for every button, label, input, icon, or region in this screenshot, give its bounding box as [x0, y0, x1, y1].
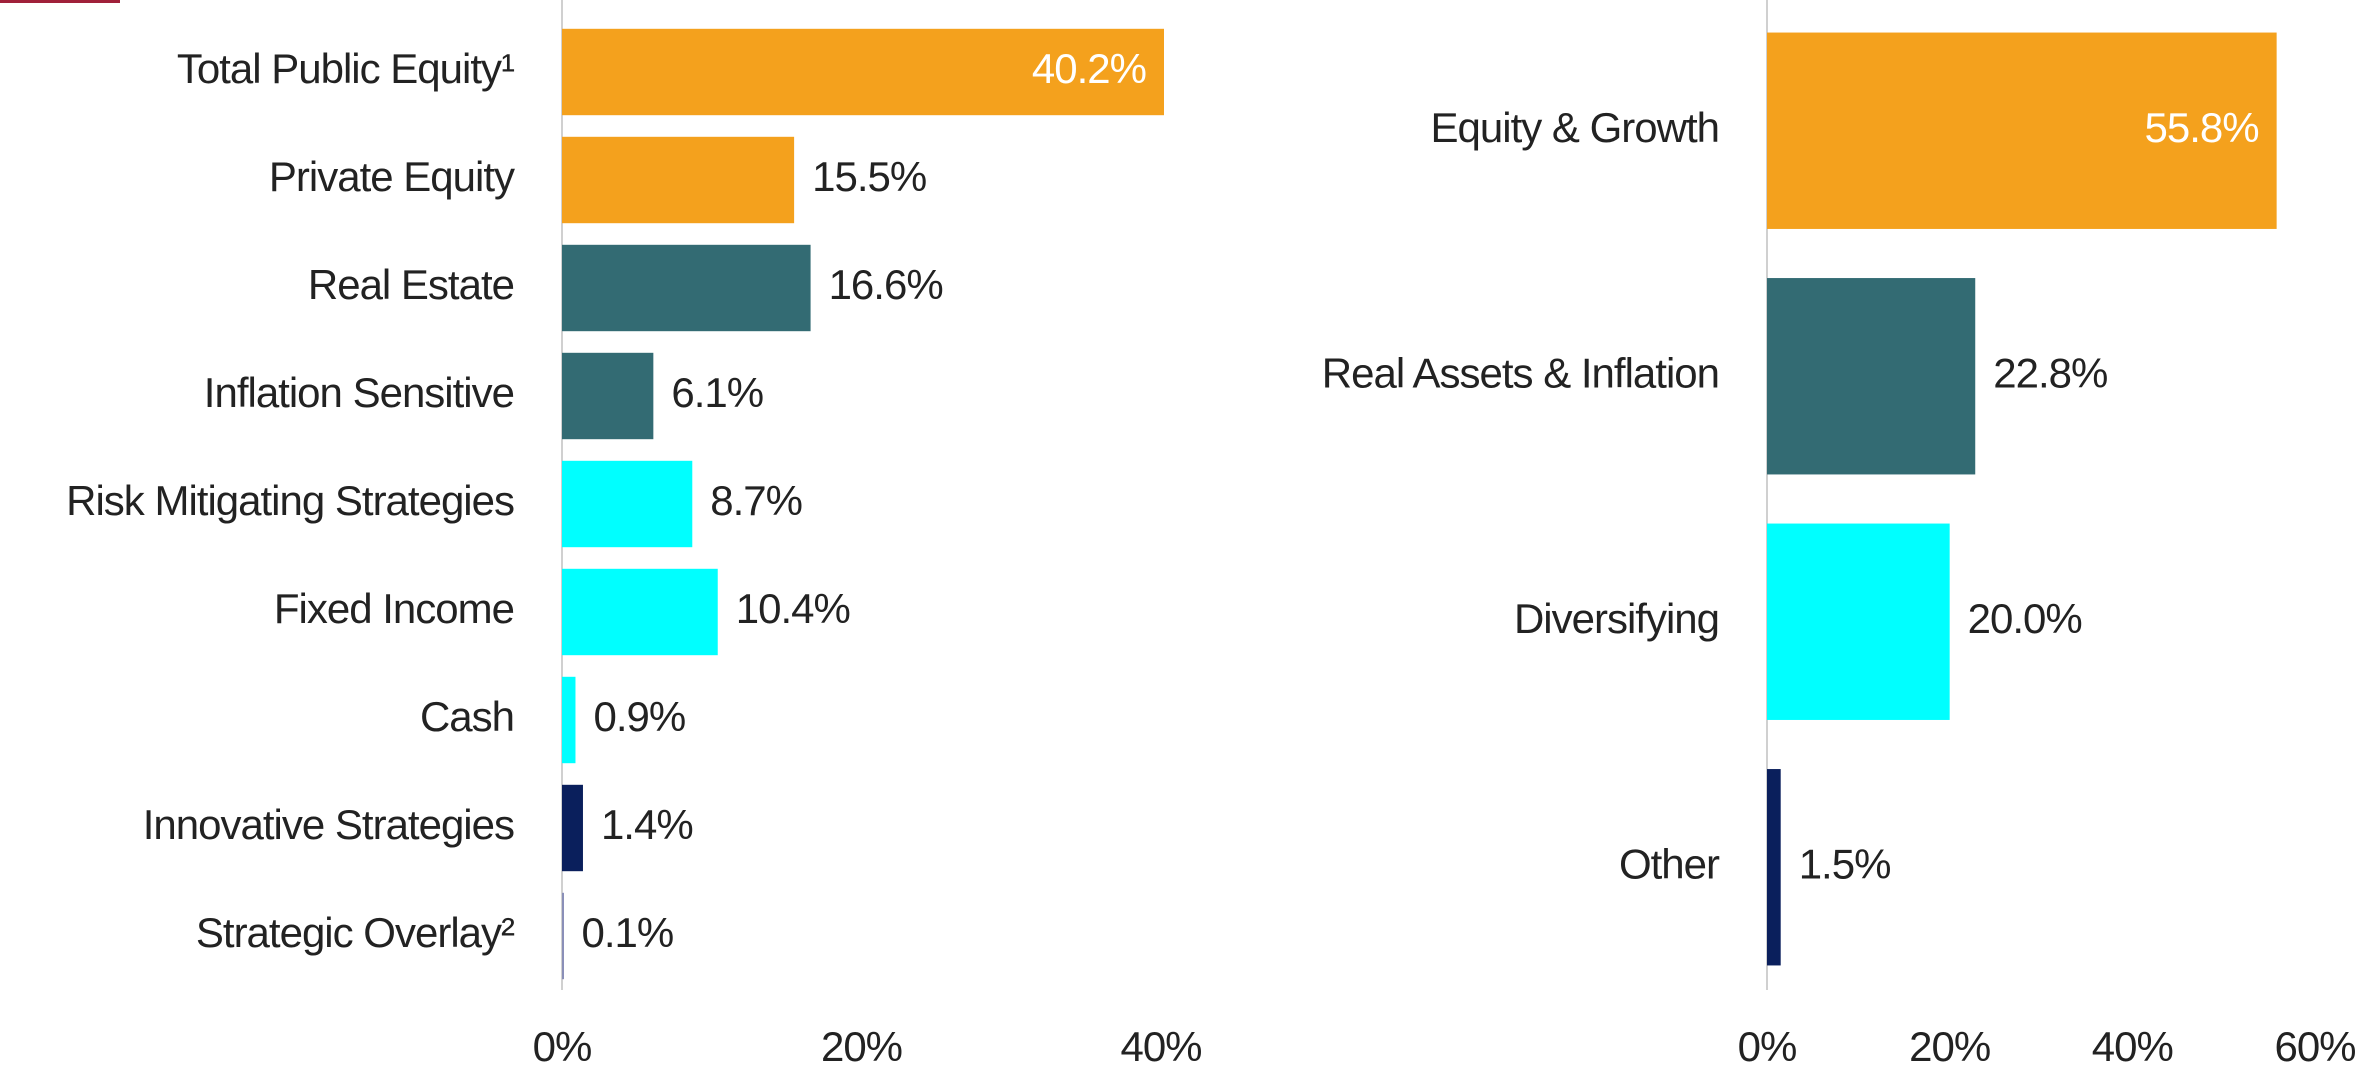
- value-label: 55.8%: [2145, 104, 2259, 151]
- x-tick-label: 20%: [821, 1023, 902, 1070]
- x-tick-label: 40%: [2092, 1023, 2173, 1070]
- category-label: Real Estate: [308, 261, 514, 308]
- category-label: Total Public Equity¹: [177, 45, 515, 92]
- bar: [562, 460, 693, 548]
- value-label: 16.6%: [829, 261, 943, 308]
- value-label: 10.4%: [736, 585, 850, 632]
- x-tick-label: 0%: [533, 1023, 592, 1070]
- bar: [562, 784, 583, 872]
- value-label: 0.9%: [593, 693, 685, 740]
- bar: [1767, 32, 2277, 229]
- value-label: 20.0%: [1968, 595, 2082, 642]
- value-label: 8.7%: [710, 477, 802, 524]
- category-label: Fixed Income: [274, 585, 514, 632]
- value-label: 6.1%: [671, 369, 763, 416]
- value-label: 22.8%: [1993, 349, 2107, 396]
- bar: [562, 676, 576, 764]
- x-tick-label: 20%: [1909, 1023, 1990, 1070]
- category-label: Private Equity: [269, 153, 515, 200]
- bar: [562, 244, 811, 332]
- bar: [562, 28, 1164, 116]
- value-label: 40.2%: [1032, 45, 1146, 92]
- category-label: Risk Mitigating Strategies: [66, 477, 514, 524]
- x-tick-label: 40%: [1120, 1023, 1201, 1070]
- bar: [562, 892, 564, 980]
- corner-accent: [0, 0, 120, 3]
- x-tick-label: 0%: [1738, 1023, 1797, 1070]
- x-tick-label: 60%: [2274, 1023, 2355, 1070]
- bar: [1767, 278, 1976, 475]
- category-label: Other: [1619, 840, 1720, 887]
- category-label: Cash: [420, 693, 514, 740]
- bar: [562, 568, 718, 656]
- value-label: 1.5%: [1799, 840, 1891, 887]
- category-label: Diversifying: [1514, 595, 1719, 642]
- bar: [1767, 523, 1950, 720]
- category-label: Inflation Sensitive: [204, 369, 514, 416]
- bar: [1767, 769, 1781, 966]
- bar: [562, 352, 654, 440]
- category-label: Real Assets & Inflation: [1322, 349, 1719, 396]
- value-label: 1.4%: [601, 801, 693, 848]
- value-label: 15.5%: [812, 153, 926, 200]
- category-label: Strategic Overlay²: [196, 909, 515, 956]
- bar: [562, 136, 795, 224]
- value-label: 0.1%: [581, 909, 673, 956]
- category-label: Equity & Growth: [1431, 104, 1719, 151]
- category-label: Innovative Strategies: [143, 801, 514, 848]
